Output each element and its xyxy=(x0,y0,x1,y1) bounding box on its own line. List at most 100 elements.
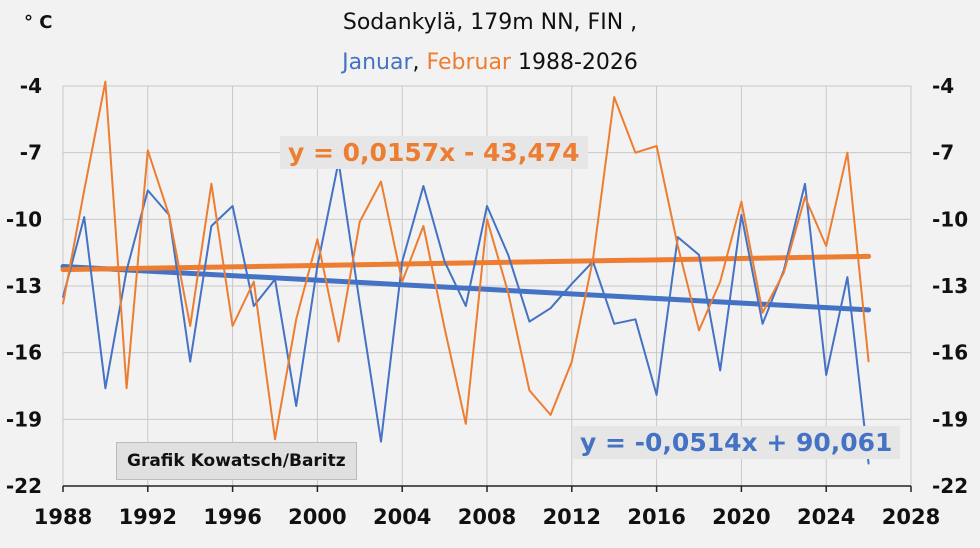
data-point-februar xyxy=(825,245,827,247)
title-januar: Januar xyxy=(342,50,413,75)
januar-trend-equation: y = -0,0514x + 90,061 xyxy=(572,426,901,459)
data-point-januar xyxy=(125,269,128,272)
x-tick-label: 2020 xyxy=(712,505,770,529)
data-point-februar xyxy=(486,218,488,221)
data-point-januar xyxy=(380,440,382,443)
data-point-januar xyxy=(740,214,743,216)
data-point-februar xyxy=(443,327,446,330)
y-tick-label-right: -4 xyxy=(932,74,954,98)
data-point-januar xyxy=(189,360,191,363)
data-point-februar xyxy=(528,389,531,392)
data-point-januar xyxy=(655,394,658,396)
x-tick-label: 1988 xyxy=(34,505,92,529)
chart-title-line2: Januar, Februar 1988-2026 xyxy=(0,50,980,75)
y-tick-label-left: -22 xyxy=(6,474,42,498)
title-sep: , xyxy=(412,50,427,75)
data-point-februar xyxy=(401,280,404,283)
data-point-februar xyxy=(740,200,743,203)
data-point-februar xyxy=(422,225,425,227)
data-point-januar xyxy=(677,236,679,238)
data-point-januar xyxy=(634,318,637,321)
data-point-februar xyxy=(549,414,552,416)
y-tick-label-left: -13 xyxy=(6,274,42,298)
unit-label: ° C xyxy=(24,12,53,33)
data-point-februar xyxy=(592,258,594,261)
x-tick-label: 2004 xyxy=(373,505,431,529)
x-tick-label: 2028 xyxy=(882,505,940,529)
title-years: 1988-2026 xyxy=(510,50,638,75)
data-point-januar xyxy=(486,205,488,207)
data-point-januar xyxy=(83,216,85,218)
data-point-januar xyxy=(846,276,849,278)
y-tick-label-right: -19 xyxy=(932,407,968,431)
data-point-februar xyxy=(83,189,85,192)
data-point-januar xyxy=(359,302,361,305)
data-point-februar xyxy=(783,271,785,274)
data-point-januar xyxy=(719,369,721,372)
data-point-januar xyxy=(825,374,827,376)
data-point-februar xyxy=(62,302,64,305)
credit-label: Grafik Kowatsch/Baritz xyxy=(116,442,357,480)
data-point-februar xyxy=(867,360,870,363)
trendline xyxy=(60,253,872,273)
data-point-februar xyxy=(253,280,255,283)
y-tick-label-right: -16 xyxy=(932,341,968,365)
data-point-januar xyxy=(147,189,149,192)
data-point-februar xyxy=(274,438,276,441)
data-point-januar xyxy=(104,387,107,390)
data-series xyxy=(62,80,870,465)
data-point-januar xyxy=(443,260,446,263)
y-tick-label-right: -13 xyxy=(932,274,968,298)
data-point-februar xyxy=(125,387,128,390)
data-point-februar xyxy=(189,325,191,327)
data-point-februar xyxy=(655,145,658,147)
data-point-februar xyxy=(465,422,467,425)
y-tick-label-left: -16 xyxy=(6,341,42,365)
x-tick-label: 2012 xyxy=(543,505,601,529)
y-tick-label-right: -10 xyxy=(932,207,968,231)
data-point-januar xyxy=(698,254,700,256)
y-tick-label-right: -22 xyxy=(932,474,968,498)
data-point-januar xyxy=(295,405,298,407)
chart-title-line1: Sodankylä, 179m NN, FIN , xyxy=(342,10,638,35)
data-point-januar xyxy=(231,205,234,207)
data-point-februar xyxy=(210,182,213,185)
title-februar: Februar xyxy=(426,50,511,75)
axes: 1988 1992 1996 2000 2004 2008 2012 2016 2020 2024… xyxy=(6,74,968,529)
data-point-februar xyxy=(761,311,764,314)
data-point-februar xyxy=(316,238,319,241)
data-point-januar xyxy=(401,260,404,263)
data-point-februar xyxy=(507,291,510,294)
februar-trend-equation: y = 0,0157x - 43,474 xyxy=(280,136,588,169)
y-tick-label-left: -4 xyxy=(20,74,42,98)
data-point-februar xyxy=(804,196,806,198)
y-tick-label-left: -7 xyxy=(20,141,42,165)
data-point-februar xyxy=(677,245,679,247)
data-point-januar xyxy=(571,282,573,285)
x-tick-label: 2016 xyxy=(627,505,685,529)
data-point-februar xyxy=(147,149,149,152)
data-point-januar xyxy=(528,320,531,323)
data-point-januar xyxy=(316,265,319,267)
y-tick-label-left: -19 xyxy=(6,407,42,431)
data-point-januar xyxy=(422,185,425,187)
data-point-februar xyxy=(571,360,573,363)
data-point-februar xyxy=(231,325,234,327)
data-point-februar xyxy=(104,80,107,83)
data-point-februar xyxy=(613,96,615,98)
data-point-januar xyxy=(804,182,806,185)
x-tick-label: 2000 xyxy=(288,505,346,529)
data-point-februar xyxy=(380,180,382,183)
data-point-januar xyxy=(465,305,467,307)
data-point-februar xyxy=(634,151,637,154)
y-tick-label-right: -7 xyxy=(932,141,954,165)
data-point-januar xyxy=(274,278,276,281)
data-point-februar xyxy=(295,318,298,321)
data-point-januar xyxy=(507,254,510,256)
data-point-februar xyxy=(698,329,700,332)
data-point-januar xyxy=(549,307,552,310)
x-tick-label: 2008 xyxy=(458,505,516,529)
data-point-januar xyxy=(210,225,213,227)
data-point-februar xyxy=(337,340,340,343)
